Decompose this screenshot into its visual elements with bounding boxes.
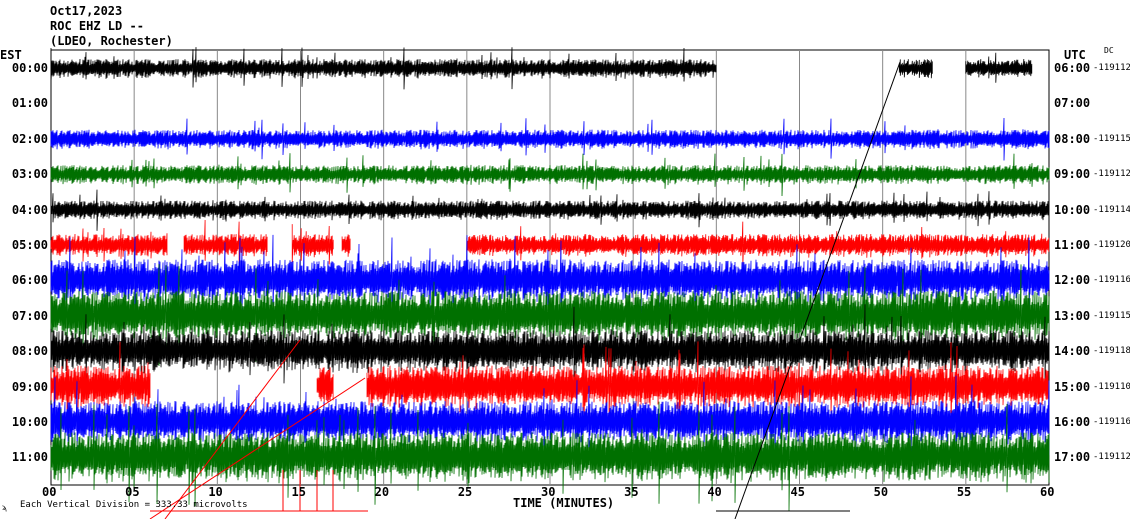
x-tick-label: 10 [208, 485, 223, 499]
utc-hour-label: 14:00 [1054, 344, 1091, 359]
est-hour-label: 05:00 [11, 238, 48, 252]
est-hour-label: 07:00 [11, 308, 48, 323]
est-hour-label: 02:00 [11, 131, 48, 146]
x-tick-label: 40 [707, 485, 722, 499]
transient-line [149, 377, 366, 519]
trace-0500 [50, 227, 168, 262]
transient-line [164, 339, 301, 519]
dc-offset-label: -1191159 [1093, 310, 1130, 321]
trace-0900 [366, 341, 1049, 430]
transient-line [734, 61, 901, 519]
utc-hour-label: 08:00 [1054, 131, 1091, 146]
x-tick-label: 55 [956, 485, 972, 499]
x-tick-label: 15 [291, 485, 306, 499]
trace-0000 [965, 52, 1033, 83]
x-tick-label: 35 [624, 485, 639, 499]
trace-0500 [291, 224, 334, 265]
scale-text: Each Vertical Division = 333.33 microvol… [20, 500, 248, 510]
dc-offset-label: -1191166 [1093, 275, 1130, 286]
trace-0000 [898, 59, 933, 79]
dc-label: DC [1104, 46, 1114, 55]
trace-0900 [316, 367, 334, 405]
corner-mark: ϡ [2, 503, 7, 512]
utc-hour-label: 16:00 [1054, 415, 1091, 429]
est-hour-label: 01:00 [11, 96, 48, 111]
utc-hour-label: 11:00 [1054, 238, 1091, 252]
trace-0400 [50, 189, 1050, 231]
trace-1100 [50, 401, 1050, 511]
x-tick-label: 60 [1040, 485, 1055, 499]
station-title: ROC EHZ LD -- [50, 19, 144, 33]
x-tick-label: 05 [125, 485, 140, 499]
trace-0500 [466, 221, 1050, 267]
network-title: (LDEO, Rochester) [50, 34, 173, 48]
trace-0000 [50, 47, 717, 90]
est-hour-label: 11:00 [11, 450, 48, 465]
dc-offset-label: -1191157 [1093, 133, 1130, 144]
trace-0800 [50, 304, 1050, 393]
trace-0600 [50, 234, 1050, 326]
utc-hour-label: 15:00 [1054, 379, 1091, 394]
dc-offset-label: -1191106 [1093, 381, 1130, 392]
x-tick-label: 25 [457, 485, 473, 499]
utc-label: UTC [1064, 48, 1086, 62]
utc-hour-label: 17:00 [1054, 450, 1091, 465]
utc-hour-label: 06:00 [1054, 61, 1091, 75]
est-label: EST [0, 48, 22, 62]
trace-0500 [341, 234, 351, 257]
trace-0500 [183, 219, 268, 267]
utc-hour-label: 10:00 [1054, 202, 1091, 217]
trace-0900 [50, 341, 151, 416]
est-hour-label: 06:00 [11, 273, 48, 288]
x-tick-label: 20 [374, 485, 390, 499]
est-hour-label: 04:00 [11, 202, 48, 217]
trace-0200 [50, 117, 1050, 161]
date-title: Oct17,2023 [50, 4, 123, 18]
utc-hour-label: 13:00 [1054, 308, 1091, 323]
trace-0300 [50, 153, 1050, 197]
dc-offset-label: -1191126 [1093, 63, 1130, 73]
est-hour-label: 03:00 [11, 167, 48, 182]
x-tick-label: 45 [790, 485, 805, 499]
dc-offset-label: -1191128 [1093, 452, 1130, 463]
est-hour-label: 09:00 [11, 379, 48, 394]
trace-1000 [50, 375, 1050, 463]
dc-offset-label: -1191126 [1093, 169, 1130, 180]
x-axis-title: TIME (MINUTES) [513, 496, 615, 510]
dc-offset-label: -1191184 [1093, 346, 1130, 357]
x-tick-label: 50 [873, 485, 889, 499]
trace-0700 [50, 264, 1050, 369]
dc-offset-label: -1191141 [1093, 204, 1130, 215]
est-hour-label: 00:00 [11, 61, 48, 75]
x-tick-label: 30 [541, 485, 556, 499]
est-hour-label: 10:00 [11, 415, 48, 429]
est-hour-label: 08:00 [11, 344, 48, 359]
utc-hour-label: 12:00 [1054, 273, 1091, 288]
utc-hour-label: 09:00 [1054, 167, 1091, 182]
utc-hour-label: 07:00 [1054, 96, 1091, 111]
x-tick-label: 00 [42, 485, 57, 499]
